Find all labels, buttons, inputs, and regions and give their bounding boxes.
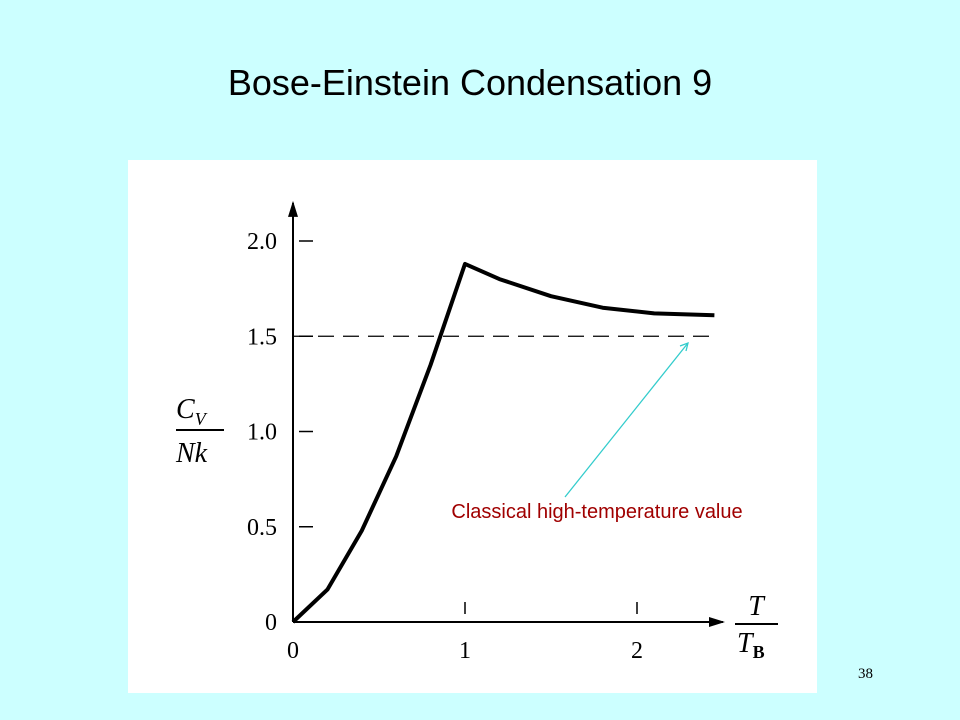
y-tick-label: 1.5	[247, 324, 277, 350]
y-label-bottom: Nk	[175, 438, 208, 469]
annotation: Classical high-temperature value	[451, 501, 742, 523]
y-label-top-sub: V	[195, 409, 208, 429]
y-tick-label: 0	[265, 610, 277, 636]
x-label-bottom-sub: B	[753, 642, 765, 662]
x-tick-label: 2	[631, 638, 643, 664]
curve	[291, 261, 715, 624]
slide-title: Bose-Einstein Condensation 9	[227, 62, 713, 103]
x-label-bottom: TB	[737, 628, 765, 662]
x-tick-label: 1	[459, 638, 471, 664]
chart-panel	[128, 160, 817, 693]
x-axis-arrow	[709, 617, 725, 627]
x-tick-label: 0	[287, 638, 299, 664]
x-label-top: T	[748, 591, 766, 622]
y-tick-label: 2.0	[247, 229, 277, 255]
y-label-top-main: C	[176, 394, 195, 425]
y-axis-arrow	[288, 200, 298, 217]
annotation-arrowhead	[679, 341, 689, 352]
y-tick-label: 0.5	[247, 515, 277, 541]
annotation-arrow	[564, 342, 689, 498]
x-label-bottom-main: T	[737, 628, 755, 659]
y-tick-label: 1.0	[247, 420, 277, 446]
page-number: 38	[858, 666, 873, 682]
y-label-top: CV	[176, 394, 208, 429]
